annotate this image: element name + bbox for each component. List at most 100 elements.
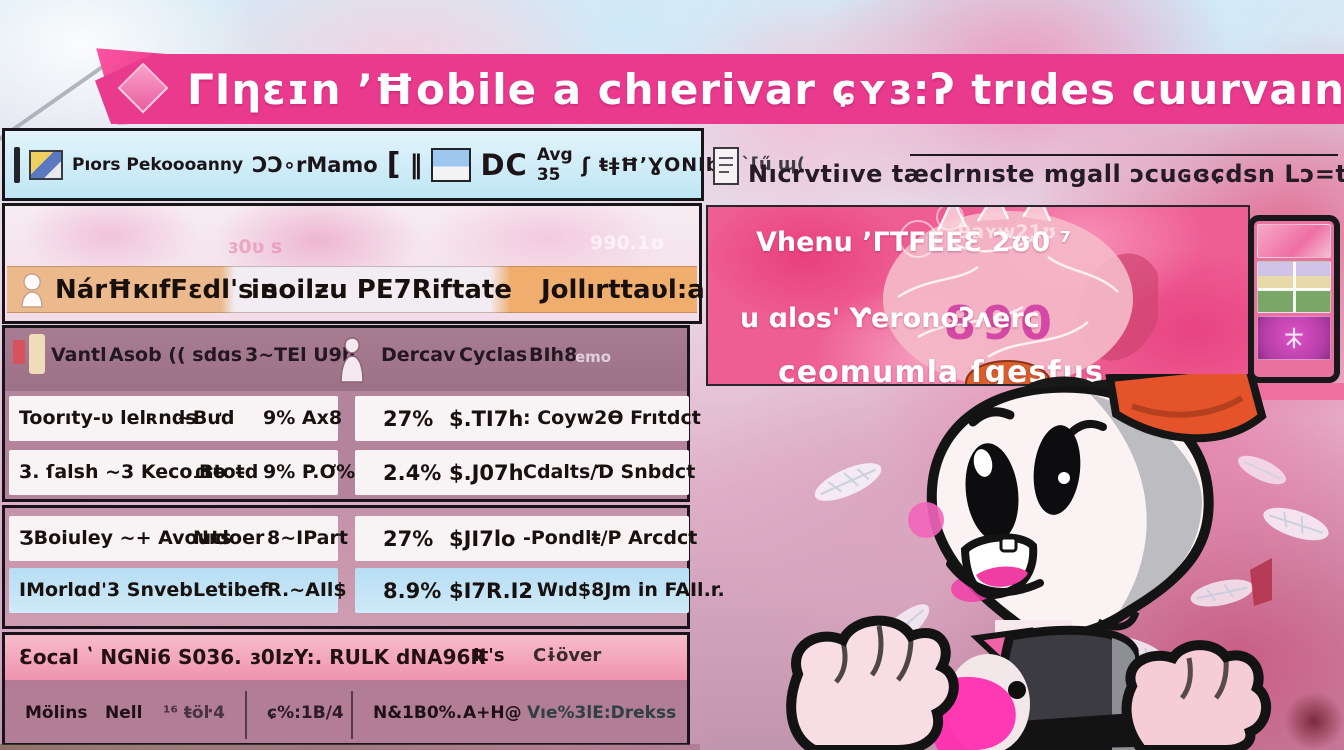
trailing-label: `[ű ɰ( xyxy=(741,154,805,175)
fairy-figure xyxy=(1285,327,1303,349)
image-thumbnail-icon[interactable] xyxy=(431,147,472,182)
col-emo: emo xyxy=(575,348,612,366)
col-bih[interactable]: BIh8 xyxy=(529,344,578,366)
row-name: IMorlɑd'3 Snveb xyxy=(19,579,193,601)
row-tag: ~Bưd xyxy=(177,407,235,429)
promo-panel: 890 Vhenu ʼГTFΕΕƐ 2ʊ0 ⁷ u ɑlos' Ƴeronoʔʌ… xyxy=(706,205,1250,386)
row-left-cell: 3. ſalsh ~3 Kecoɾto Bŧoŧd 9% P.Ơ% xyxy=(9,450,355,495)
thumbnail-sidebar xyxy=(1248,215,1340,383)
tab-volatility[interactable]: Jollırttaʋl:a xyxy=(541,274,705,305)
panel-line-1: Vhenu ʼГTFΕΕƐ 2ʊ0 ⁷ xyxy=(756,227,1072,258)
avg-label: Avg 35 xyxy=(536,144,573,185)
row-left-cell: Toorıty-ʋ lelʀnds ~Bưd 9% Ax8 xyxy=(9,396,342,441)
row-tag: Bŧoŧd xyxy=(199,461,259,483)
sale-cell: A+H@ xyxy=(463,703,522,723)
sale-row[interactable]: Mölins Nell ¹⁶ ŧöŀ4 ɕ%:1B/4 N&1B0%. A+H@… xyxy=(5,687,687,743)
table-row[interactable]: ƷBoiuley ~+ Avouts Nıdoer 8~IPart 27% $J… xyxy=(5,516,697,561)
cream-strip-icon xyxy=(29,334,45,374)
sale-cell: N&1B0%. xyxy=(373,703,463,723)
bottom-shadow xyxy=(0,744,700,750)
tab-mobile-rate[interactable]: inoilƶu PE7Riftate xyxy=(251,274,512,305)
row-desc: -Pondlŧ/P Arcdct xyxy=(523,527,698,549)
row-desc: : Coyw2Ɵ Frıtdct xyxy=(523,407,701,429)
row-v1: 8.9% xyxy=(383,579,442,603)
row-right-cell: 27% $JI7lo -Pondlŧ/P Arcdct xyxy=(355,516,697,561)
toolbar: Pıors Pekoooanny ƆƆ∘rMamo [ ‖ DC Avg 35 … xyxy=(2,128,805,201)
sale-cell: Nell xyxy=(105,703,143,723)
sale-cell: ¹⁶ ŧöŀ4 xyxy=(163,703,225,723)
sale-header: Ɛocal ʽ NGNi6 S036. ɜ0IzY:. RULK dNA96R … xyxy=(5,635,687,680)
row-v2: $I7R.I2 xyxy=(449,579,533,603)
sidebar-thumbnail-fairy[interactable] xyxy=(1257,316,1331,360)
row-name: 3. ſalsh ~3 Kecoɾto xyxy=(19,461,226,483)
photo-icon[interactable] xyxy=(29,149,63,180)
tab-bar: NárĦкıfFɛdl's s inoilƶu PE7Riftate Jollı… xyxy=(7,266,705,313)
col-dercav[interactable]: Dercav xyxy=(381,344,456,366)
row-v1: 27% xyxy=(383,407,434,431)
faint-watermark-left: ɜ0ʋ s xyxy=(228,236,283,258)
row-desc: · Wıd$8Jm in FAIl.r. xyxy=(523,579,725,601)
row-pct: 9% Ax8 xyxy=(263,407,343,429)
rates-table: Vantl Asob (( sdɑs 3~TEl U9h Dercav Cycl… xyxy=(2,325,701,502)
row-v2: $.TI7h xyxy=(449,407,524,431)
mascot-character xyxy=(786,374,1272,750)
faint-watermark-right: 9aʏw21ʊ xyxy=(958,221,1057,243)
red-strip-icon xyxy=(13,340,25,364)
app-name-label[interactable]: Pıors Pekoooanny xyxy=(72,154,244,175)
table-row-selected[interactable]: IMorlɑd'3 Snveb Letibef R.~AIl$ 8.9% $I7… xyxy=(5,568,725,613)
table-row[interactable]: 3. ſalsh ~3 Kecoɾto Bŧoŧd 9% P.Ơ% 2.4% $… xyxy=(5,450,695,495)
row-left-cell: IMorlɑd'3 Snveb Letibef R.~AIl$ xyxy=(9,568,347,613)
divider-figure-icon xyxy=(340,337,364,383)
row-tag: Letibef xyxy=(193,579,269,601)
row-name: Toorıty-ʋ lelʀnds xyxy=(19,407,197,429)
figure-icon xyxy=(21,272,43,308)
double-bar-icon: ‖ xyxy=(409,149,423,180)
divider xyxy=(245,691,247,739)
row-desc: Cdalts/Ɗ Snbdct xyxy=(523,461,696,483)
sale-cell: ɕ%:1B/4 xyxy=(267,703,344,723)
band-section: ɜ0ʋ s 990.1ʊ NárĦкıfFɛdl's s inoilƶu PE7… xyxy=(2,203,705,324)
table-row[interactable]: Toorıty-ʋ lelʀnds ~Bưd 9% Ax8 27% $.TI7h… xyxy=(5,396,701,441)
diamond-icon xyxy=(117,62,169,114)
bracket-icon: [ xyxy=(386,147,401,182)
row-pct: R.~AIl$ xyxy=(267,579,347,601)
sidebar-thumbnail-window[interactable] xyxy=(1257,261,1331,313)
row-right-cell: 27% $.TI7h : Coyw2Ɵ Frıtdct xyxy=(355,396,701,441)
sale-link-cover[interactable]: Cɨöver xyxy=(533,645,602,666)
row-right-cell: 2.4% $.J07h Cdalts/Ɗ Snbdct xyxy=(355,450,695,495)
dc-logo[interactable]: DC xyxy=(480,147,528,182)
row-tag: Nıdoer xyxy=(193,527,265,549)
sale-title-mid: ɜ0IzY:. RULK dNA96R xyxy=(250,645,486,669)
row-right-cell: 8.9% $I7R.I2 · Wıd$8Jm in FAIl.r. xyxy=(355,568,725,613)
row-pct: 9% P.Ơ% xyxy=(263,461,356,483)
header-right-text: Nıcrvtiıve tæclrnıste mgall ɔcuɢɞɕdsn Lɔ… xyxy=(748,160,1344,188)
sale-cell: Mölins xyxy=(25,703,88,723)
row-pct: 8~IPart xyxy=(267,527,348,549)
table-header-row: Vantl Asob (( sdɑs 3~TEl U9h Dercav Cycl… xyxy=(5,328,687,391)
col-cyclas[interactable]: Cyclas xyxy=(459,344,528,366)
page-title: ΓIηεɪn ʼĦobile a chıerivar ɕʏɜ:ʔ trıdes … xyxy=(187,64,1344,114)
slash-icon: ʃ xyxy=(581,152,590,177)
title-banner: ΓIηεɪn ʼĦobile a chıerivar ɕʏɜ:ʔ trıdes … xyxy=(95,54,1344,124)
divider-bar-icon xyxy=(14,146,20,183)
col-name[interactable]: Vantl xyxy=(51,344,107,366)
brand-logo[interactable]: ƆƆ∘rMamo xyxy=(252,152,378,177)
row-left-cell: ƷBoiuley ~+ Avouts Nıdoer 8~IPart xyxy=(9,516,348,561)
panel-digits: 890 xyxy=(944,296,1058,350)
sale-section: Ɛocal ʽ NGNi6 S036. ɜ0IzY:. RULK dNA96R … xyxy=(2,632,690,745)
row-v1: 2.4% xyxy=(383,461,442,485)
col-tel[interactable]: 3~TEl U9h xyxy=(245,344,356,366)
sidebar-thumbnail-blossom[interactable] xyxy=(1257,224,1331,258)
glyph-button[interactable]: ŧǂĦʼƔONlbs xyxy=(598,153,733,176)
col-asob[interactable]: Asob (( sdɑs xyxy=(109,344,243,366)
header-right: Nıcrvtiıve tæclrnıste mgall ɔcuɢɞɕdsn Lɔ… xyxy=(706,128,1344,203)
rates-table-2: ƷBoiuley ~+ Avouts Nıdoer 8~IPart 27% $J… xyxy=(2,505,725,629)
document-icon[interactable] xyxy=(712,146,740,186)
row-name: ƷBoiuley ~+ Avouts xyxy=(19,527,232,549)
faint-watermark-mid: 990.1ʊ xyxy=(590,232,665,254)
row-v2: $JI7lo xyxy=(449,527,516,551)
sale-label-its: It's xyxy=(473,645,505,666)
blossom-ball-graphic: 890 xyxy=(883,207,1158,384)
tab-markets[interactable]: NárĦкıfFɛdl's s xyxy=(55,274,279,305)
